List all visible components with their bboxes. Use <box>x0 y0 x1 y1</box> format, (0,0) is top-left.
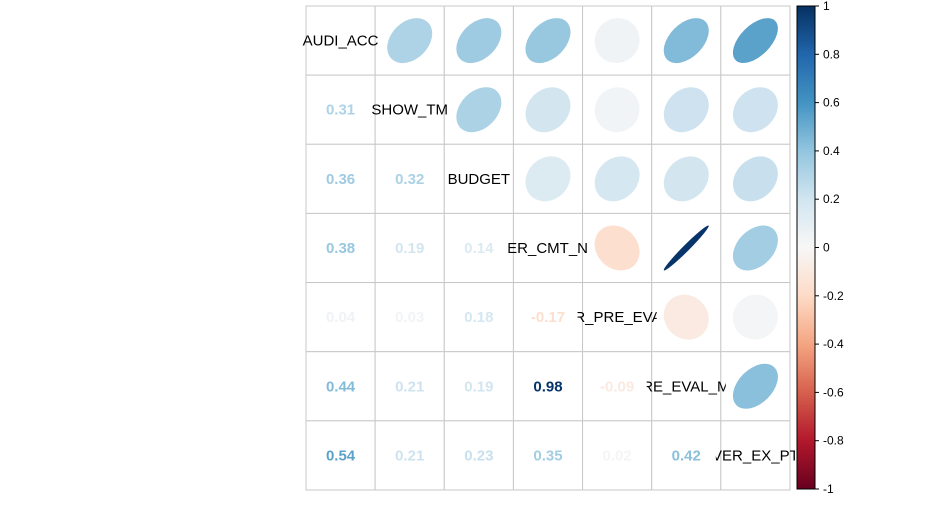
correlation-value-label-3-1: 0.19 <box>395 240 424 257</box>
ellipse-mark-3-6 <box>732 225 778 271</box>
cell-3-1 <box>374 212 445 284</box>
cell-5-0 <box>305 351 376 422</box>
ellipse-mark-0-4 <box>594 18 640 64</box>
cell-6-2 <box>443 420 514 491</box>
ellipse-mark-1-6 <box>732 87 778 133</box>
colorbar-tick-label-6: -0.2 <box>823 289 844 303</box>
correlation-value-label-5-3: 0.98 <box>533 378 562 395</box>
correlation-value-label-5-2: 0.19 <box>464 378 493 395</box>
ellipse-mark-0-3 <box>525 18 571 64</box>
cell-6-3 <box>512 420 584 491</box>
variable-label-4: ER_PRE_EVAL <box>564 309 670 326</box>
correlation-value-label-2-0: 0.36 <box>326 171 355 188</box>
variable-label-5: _PRE_EVAL_MUL <box>623 378 749 395</box>
variable-label-3: VER_CMT_NN <box>497 240 599 257</box>
correlation-value-label-6-3: 0.35 <box>533 447 562 464</box>
ellipse-mark-3-5 <box>663 225 709 271</box>
ellipse-mark-1-3 <box>525 87 571 133</box>
ellipse-mark-0-1 <box>387 18 433 64</box>
correlation-numbers: 0.31 0.36 0.32 0.38 0.19 0.14 0.04 0.03 0.18 -0.1… <box>326 102 701 465</box>
colorbar-tick-label-10: -1 <box>823 482 834 496</box>
ellipse-mark-1-5 <box>663 87 709 133</box>
ellipse-mark-4-6 <box>732 294 778 340</box>
cell-5-2 <box>443 351 514 422</box>
ellipse-mark-1-2 <box>456 87 502 133</box>
cell-2-1 <box>374 143 445 214</box>
correlation-value-label-6-1: 0.21 <box>395 447 424 464</box>
colorbar-tick-label-3: 0.4 <box>823 144 840 158</box>
colorbar-tick-label-7: -0.4 <box>823 337 844 351</box>
ellipse-mark-0-6 <box>732 18 778 64</box>
variable-label-2: BUDGET <box>448 171 511 188</box>
colorbar-tick-label-0: 1 <box>823 0 830 13</box>
ellipse-mark-2-3 <box>525 156 571 202</box>
correlation-value-label-4-1: 0.03 <box>395 309 424 326</box>
cell-1-6 <box>720 74 791 145</box>
cell-5-1 <box>374 351 445 422</box>
correlation-value-label-6-0: 0.54 <box>326 447 356 464</box>
correlation-value-label-3-0: 0.38 <box>326 240 355 257</box>
correlation-value-label-6-4: 0.02 <box>603 447 632 464</box>
correlation-value-label-6-5: 0.42 <box>672 447 701 464</box>
cell-6-6 <box>720 420 791 491</box>
ellipse-mark-5-6 <box>732 363 778 409</box>
ellipse-mark-1-4 <box>594 87 640 133</box>
colorbar-tick-label-4: 0.2 <box>823 192 840 206</box>
cell-3-3 <box>512 212 584 284</box>
variable-label-1: SHOW_TM <box>371 102 448 119</box>
colorbar-tick-label-2: 0.6 <box>823 96 840 110</box>
colorbar-gradient <box>796 5 816 490</box>
cell-4-2 <box>443 282 514 353</box>
correlation-value-label-5-0: 0.44 <box>326 378 356 395</box>
variable-labels: AUDI_ACC SHOW_TM BUDGET VER_CMT_NN ER_PRE_EV… <box>303 33 799 465</box>
colorbar-tick-label-5: 0 <box>823 241 830 255</box>
variable-label-0: AUDI_ACC <box>303 33 379 50</box>
cell-6-4 <box>582 420 653 491</box>
correlation-value-label-5-1: 0.21 <box>395 378 424 395</box>
ellipse-mark-3-4 <box>594 225 640 271</box>
cell-2-2 <box>443 143 514 214</box>
variable-label-6: VER_EX_PT <box>712 447 799 464</box>
correlation-value-label-2-1: 0.32 <box>395 171 424 188</box>
cell-0-0 <box>305 5 376 76</box>
ellipse-mark-0-2 <box>456 18 502 64</box>
correlation-value-label-4-0: 0.04 <box>326 309 356 326</box>
correlation-value-label-4-2: 0.18 <box>464 309 493 326</box>
color-legend: 1 0.8 0.6 0.4 0.2 0 -0.2 -0.4 -0.6 -0.8 -1 <box>796 0 844 496</box>
correlation-value-label-6-2: 0.23 <box>464 447 493 464</box>
matrix-cells <box>305 5 791 491</box>
cell-5-3 <box>512 351 584 422</box>
cell-6-5 <box>651 420 722 491</box>
cell-5-4 <box>582 351 653 422</box>
colorbar-tick-label-8: -0.6 <box>823 385 844 399</box>
correlation-value-label-1-0: 0.31 <box>326 102 355 119</box>
ellipse-mark-4-5 <box>663 294 709 340</box>
ellipse-mark-0-5 <box>663 18 709 64</box>
cell-1-0 <box>305 74 376 145</box>
cell-4-0 <box>305 282 376 353</box>
ellipse-mark-2-4 <box>594 156 640 202</box>
correlation-value-label-4-3: -0.17 <box>531 309 565 326</box>
ellipse-mark-2-6 <box>732 156 778 202</box>
cell-3-0 <box>305 212 376 284</box>
colorbar-tick-label-1: 0.8 <box>823 47 840 61</box>
ellipse-mark-2-5 <box>663 156 709 202</box>
correlation-value-label-5-4: -0.09 <box>600 378 634 395</box>
cell-6-0 <box>305 420 376 491</box>
ellipse-glyphs <box>387 18 778 409</box>
colorbar-tick-label-9: -0.8 <box>823 434 844 448</box>
correlation-value-label-3-2: 0.14 <box>464 240 494 257</box>
